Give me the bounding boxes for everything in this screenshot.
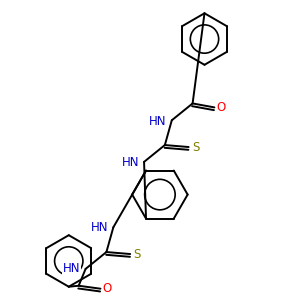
Text: O: O (103, 282, 112, 295)
Text: HN: HN (149, 115, 167, 128)
Text: HN: HN (122, 156, 139, 170)
Text: HN: HN (63, 262, 80, 275)
Text: S: S (134, 248, 141, 260)
Text: O: O (217, 101, 226, 114)
Text: S: S (192, 140, 199, 154)
Text: HN: HN (91, 221, 108, 234)
